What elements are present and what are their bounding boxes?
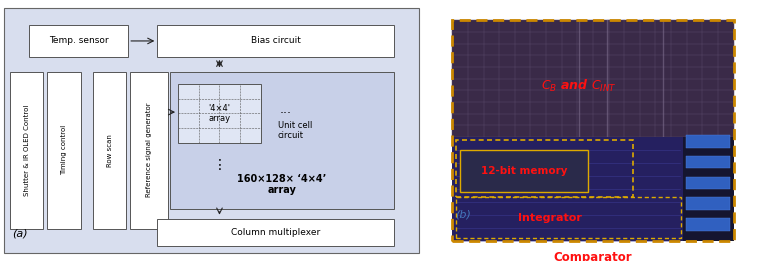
- Text: Temp. sensor: Temp. sensor: [49, 37, 108, 45]
- Text: Comparator: Comparator: [554, 251, 632, 261]
- Bar: [452, 20, 734, 241]
- Bar: [452, 20, 734, 241]
- Bar: [130, 72, 167, 229]
- Bar: [686, 176, 731, 189]
- Bar: [686, 197, 731, 210]
- Bar: [10, 72, 43, 229]
- Bar: [158, 25, 393, 57]
- Text: $C_B$ and $C_{INT}$: $C_B$ and $C_{INT}$: [541, 78, 617, 94]
- Text: ⋮: ⋮: [212, 158, 227, 172]
- Bar: [683, 137, 734, 241]
- Text: Column multiplexer: Column multiplexer: [231, 228, 320, 237]
- Bar: [686, 156, 731, 168]
- Bar: [93, 72, 126, 229]
- Text: Row scan: Row scan: [107, 134, 113, 167]
- Text: Reference signal generator: Reference signal generator: [146, 103, 152, 197]
- Bar: [452, 20, 734, 137]
- Bar: [158, 219, 393, 246]
- Bar: [452, 137, 734, 241]
- Bar: [47, 72, 81, 229]
- Bar: [452, 137, 683, 241]
- Bar: [456, 197, 680, 239]
- Bar: [460, 150, 588, 192]
- Text: '4×4'
array: '4×4' array: [209, 104, 231, 123]
- Text: (a): (a): [12, 228, 27, 239]
- Text: ···: ···: [280, 107, 291, 120]
- Text: 12-bit memory: 12-bit memory: [481, 166, 568, 176]
- Text: Integrator: Integrator: [518, 213, 582, 223]
- Bar: [170, 72, 393, 209]
- Bar: [456, 140, 632, 197]
- Bar: [686, 135, 731, 147]
- Text: Bias circuit: Bias circuit: [250, 37, 301, 45]
- Text: Unit cell
circuit: Unit cell circuit: [278, 121, 312, 140]
- Bar: [686, 218, 731, 230]
- Bar: [178, 84, 261, 143]
- Text: 160×128× ‘4×4’
array: 160×128× ‘4×4’ array: [237, 174, 326, 195]
- Text: Timing control: Timing control: [61, 125, 67, 175]
- Text: Shutter & IR OLED Control: Shutter & IR OLED Control: [24, 104, 30, 196]
- Text: (b): (b): [456, 210, 471, 220]
- Bar: [29, 25, 128, 57]
